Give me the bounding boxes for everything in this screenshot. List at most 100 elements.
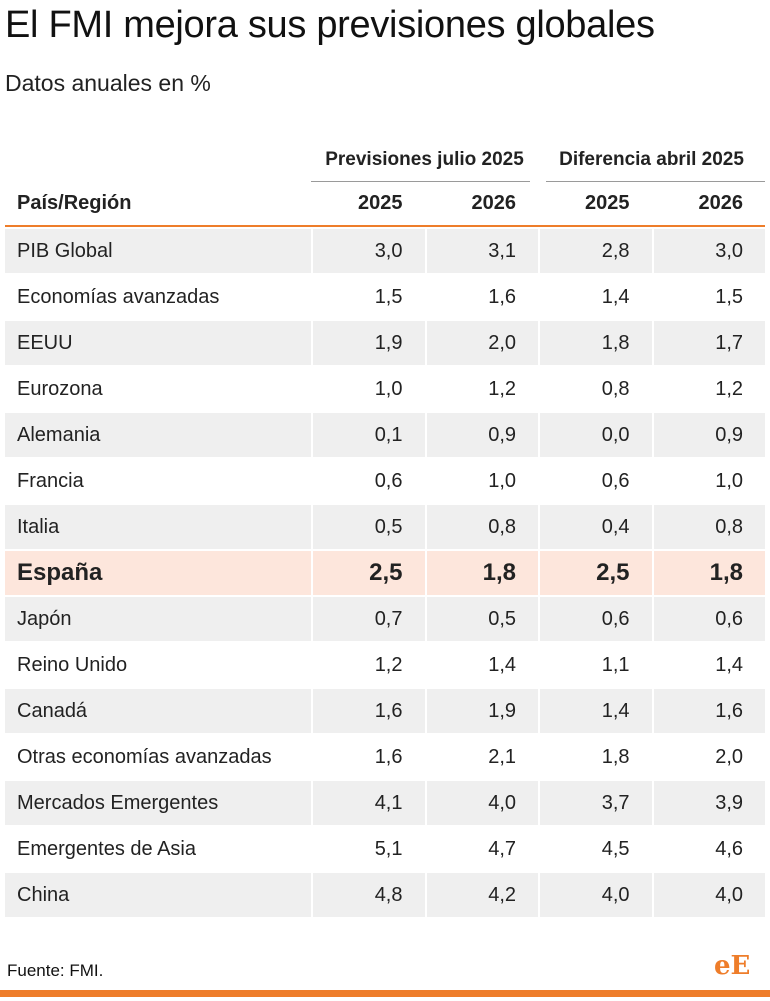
data-cell: 2,0 — [651, 733, 766, 779]
source-note: Fuente: FMI. — [7, 961, 104, 980]
table-body: PIB Global 3,0 3,1 2,8 3,0 Economías avanzada… — [5, 227, 766, 917]
table-row: Eurozona 1,0 1,2 0,8 1,2 — [5, 365, 766, 411]
data-cell: 1,9 — [311, 319, 425, 365]
data-cell: 1,1 — [538, 641, 652, 687]
data-cell: 2,0 — [424, 319, 539, 365]
data-cell: 5,1 — [311, 825, 425, 871]
data-cell: 1,5 — [651, 273, 766, 319]
data-cell: 1,0 — [424, 457, 539, 503]
data-cell: 4,2 — [424, 871, 539, 917]
table-row: PIB Global 3,0 3,1 2,8 3,0 — [5, 227, 766, 273]
data-cell: 1,0 — [311, 365, 425, 411]
data-cell: 1,4 — [424, 641, 539, 687]
column-group-rule — [311, 181, 531, 182]
table-row: Japón 0,7 0,5 0,6 0,6 — [5, 595, 766, 641]
row-label: Japón — [5, 595, 311, 641]
row-label: Alemania — [5, 411, 311, 457]
data-cell: 1,4 — [538, 273, 652, 319]
data-cell: 0,9 — [424, 411, 539, 457]
data-cell: 4,1 — [311, 779, 425, 825]
data-cell: 1,6 — [311, 733, 425, 779]
row-label: Otras economías avanzadas — [5, 733, 311, 779]
data-cell: 4,0 — [424, 779, 539, 825]
data-cell: 4,0 — [538, 871, 652, 917]
table-row-highlighted: España 2,5 1,8 2,5 1,8 — [5, 549, 766, 595]
data-cell: 0,8 — [651, 503, 766, 549]
table-row: China 4,8 4,2 4,0 4,0 — [5, 871, 766, 917]
data-cell: 2,8 — [538, 227, 652, 273]
data-cell: 0,5 — [424, 595, 539, 641]
column-group-label: Diferencia abril 2025 — [559, 149, 744, 170]
column-header-row: País/Región 2025 2026 2025 2026 — [5, 182, 766, 227]
table-row: Alemania 0,1 0,9 0,0 0,9 — [5, 411, 766, 457]
table-row: Reino Unido 1,2 1,4 1,1 1,4 — [5, 641, 766, 687]
forecast-table: Previsiones julio 2025 Diferencia abril … — [5, 138, 766, 917]
table-row: Emergentes de Asia 5,1 4,7 4,5 4,6 — [5, 825, 766, 871]
data-cell: 0,8 — [424, 503, 539, 549]
row-label: EEUU — [5, 319, 311, 365]
table-row: Economías avanzadas 1,5 1,6 1,4 1,5 — [5, 273, 766, 319]
data-cell: 0,6 — [311, 457, 425, 503]
data-cell: 4,0 — [651, 871, 766, 917]
data-cell: 1,4 — [651, 641, 766, 687]
bottom-accent-bar — [0, 990, 770, 997]
data-cell: 1,8 — [651, 549, 766, 595]
row-label: Francia — [5, 457, 311, 503]
data-cell: 1,8 — [538, 733, 652, 779]
data-table: Previsiones julio 2025 Diferencia abril … — [5, 138, 766, 917]
table-row: Mercados Emergentes 4,1 4,0 3,7 3,9 — [5, 779, 766, 825]
data-cell: 2,5 — [538, 549, 652, 595]
data-cell: 1,9 — [424, 687, 539, 733]
data-cell: 1,4 — [538, 687, 652, 733]
data-cell: 4,5 — [538, 825, 652, 871]
column-header: 2026 — [424, 182, 539, 227]
data-cell: 1,2 — [424, 365, 539, 411]
row-label: Economías avanzadas — [5, 273, 311, 319]
table-row: Canadá 1,6 1,9 1,4 1,6 — [5, 687, 766, 733]
row-label: Reino Unido — [5, 641, 311, 687]
data-cell: 4,8 — [311, 871, 425, 917]
data-cell: 1,2 — [651, 365, 766, 411]
column-header: 2025 — [538, 182, 652, 227]
data-cell: 1,7 — [651, 319, 766, 365]
data-cell: 3,7 — [538, 779, 652, 825]
data-cell: 1,8 — [538, 319, 652, 365]
data-cell: 0,6 — [651, 595, 766, 641]
data-cell: 0,4 — [538, 503, 652, 549]
data-cell: 0,6 — [538, 457, 652, 503]
column-group-header: Previsiones julio 2025 — [311, 138, 538, 182]
column-header: País/Región — [5, 182, 311, 227]
data-cell: 0,6 — [538, 595, 652, 641]
data-cell: 4,7 — [424, 825, 539, 871]
column-group-rule — [546, 181, 766, 182]
row-label: Eurozona — [5, 365, 311, 411]
column-group-label: Previsiones julio 2025 — [325, 149, 524, 170]
table-row: EEUU 1,9 2,0 1,8 1,7 — [5, 319, 766, 365]
data-cell: 1,5 — [311, 273, 425, 319]
row-label: España — [5, 549, 311, 595]
data-cell: 0,9 — [651, 411, 766, 457]
data-cell: 3,0 — [651, 227, 766, 273]
row-label: China — [5, 871, 311, 917]
data-cell: 0,7 — [311, 595, 425, 641]
column-group-header: Diferencia abril 2025 — [538, 138, 766, 182]
chart-title: El FMI mejora sus previsiones globales — [5, 4, 655, 46]
data-cell: 0,0 — [538, 411, 652, 457]
column-group-spacer — [5, 138, 311, 182]
table-row: Italia 0,5 0,8 0,4 0,8 — [5, 503, 766, 549]
data-cell: 3,9 — [651, 779, 766, 825]
table-row: Francia 0,6 1,0 0,6 1,0 — [5, 457, 766, 503]
data-cell: 1,6 — [311, 687, 425, 733]
data-cell: 3,1 — [424, 227, 539, 273]
row-label: Italia — [5, 503, 311, 549]
data-cell: 1,2 — [311, 641, 425, 687]
data-cell: 1,6 — [651, 687, 766, 733]
data-cell: 2,1 — [424, 733, 539, 779]
column-header: 2025 — [311, 182, 425, 227]
data-cell: 1,8 — [424, 549, 539, 595]
column-header: 2026 — [651, 182, 766, 227]
brand-logo: eE — [714, 951, 751, 981]
data-cell: 0,8 — [538, 365, 652, 411]
row-label: Emergentes de Asia — [5, 825, 311, 871]
table-row: Otras economías avanzadas 1,6 2,1 1,8 2,0 — [5, 733, 766, 779]
